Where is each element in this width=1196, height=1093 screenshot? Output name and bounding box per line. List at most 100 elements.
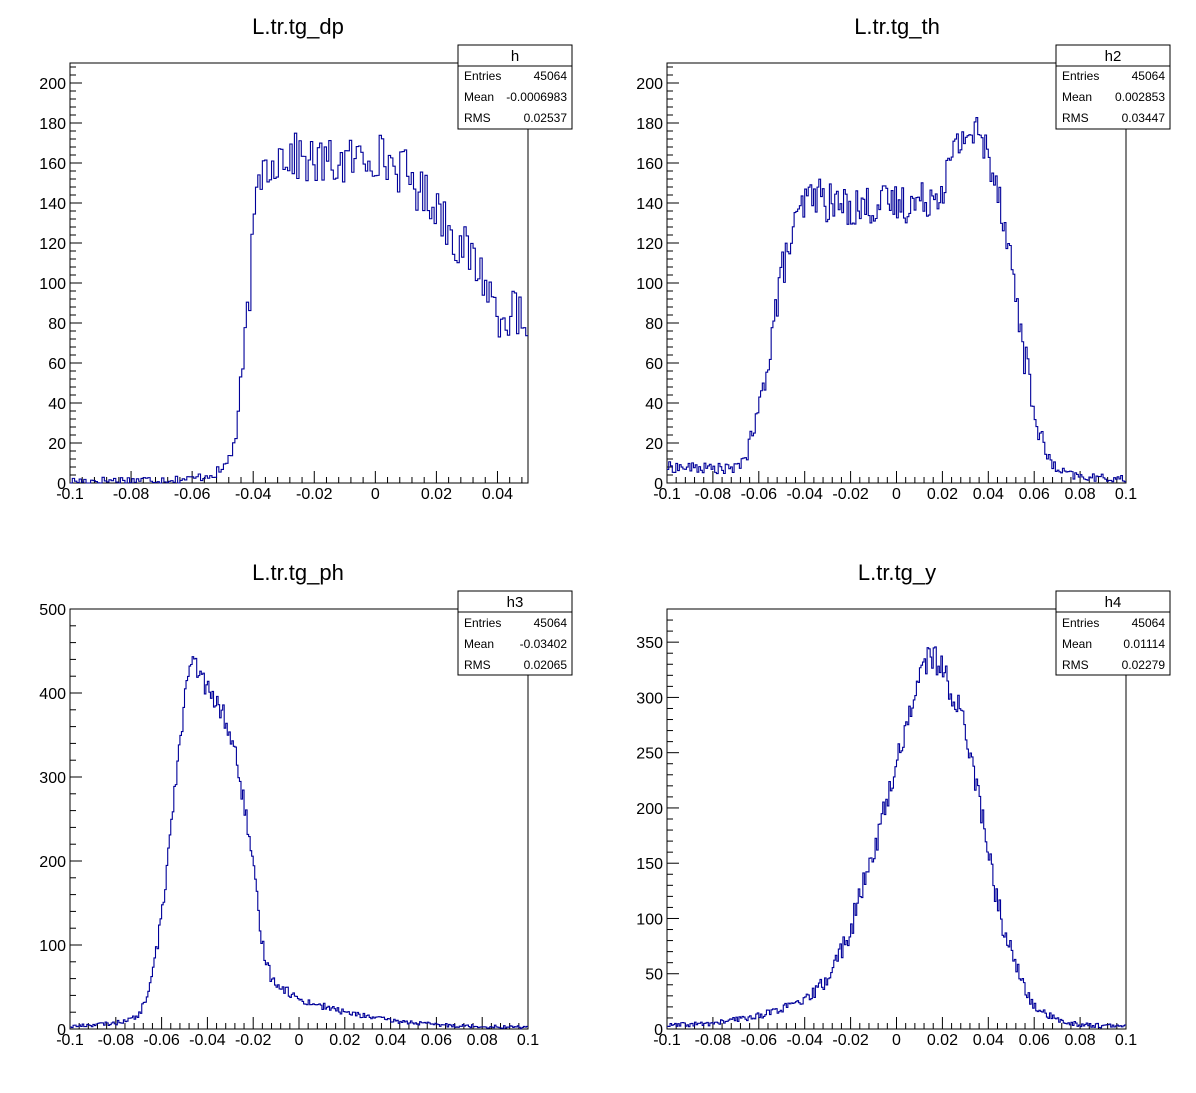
y-tick-label: 20 [48,436,66,453]
y-tick-label: 200 [636,801,663,818]
x-tick-label: 0 [892,1032,901,1049]
y-tick-label: 200 [39,854,66,871]
y-tick-label: 40 [645,396,663,413]
x-tick-label: 0.08 [1065,1032,1096,1049]
x-tick-label: 0 [892,486,901,503]
y-tick-label: 80 [645,316,663,333]
y-tick-label: 300 [39,770,66,787]
y-axis: 0 20 40 60 80 100 120 140 160 180 200 [39,66,82,493]
histogram-panel-tg-dp: L.tr.tg_dp 0 20 40 60 80 100 120 140 160 180 200 -… [39,14,573,503]
stats-mean-value: 0.002853 [1115,90,1165,104]
x-axis: -0.1 -0.08 -0.06 -0.04 -0.02 0 0.02 0.04 0.06 0.0… [653,1017,1137,1049]
chart-title: L.tr.tg_th [854,14,940,39]
y-tick-label: 50 [645,967,663,984]
stats-entries-value: 45064 [1132,616,1166,630]
x-tick-label: -0.08 [113,486,150,503]
y-tick-label: 140 [39,196,66,213]
x-tick-label: 0.06 [1019,1032,1050,1049]
y-tick-label: 60 [48,356,66,373]
stats-mean-label: Mean [464,90,494,104]
chart-title: L.tr.tg_ph [252,560,344,585]
x-tick-label: 0.02 [927,1032,958,1049]
stats-rms-label: RMS [1062,111,1089,125]
stats-entries-label: Entries [1062,616,1099,630]
stats-rms-value: 0.03447 [1122,111,1166,125]
stats-entries-label: Entries [464,69,501,83]
stats-entries-label: Entries [464,616,501,630]
x-tick-label: 0 [295,1032,304,1049]
y-tick-label: 100 [636,911,663,928]
y-axis: 0 100 200 300 400 500 [39,602,82,1039]
x-axis: -0.1 -0.08 -0.06 -0.04 -0.02 0 0.02 0.04 0.06 0.0… [653,471,1137,503]
x-tick-label: 0.06 [1019,486,1050,503]
stats-entries-value: 45064 [1132,69,1166,83]
x-tick-label: -0.1 [653,1032,681,1049]
histogram-line [667,117,1126,483]
stats-name: h [511,48,519,65]
chart-title: L.tr.tg_y [858,560,936,585]
x-tick-label: 0.1 [517,1032,539,1049]
histogram-panel-tg-th: L.tr.tg_th 0 20 40 60 80 100 120 140 160 180 200 -… [636,14,1171,503]
x-axis: -0.1 -0.08 -0.06 -0.04 -0.02 0 0.02 0.04 [56,471,523,503]
histogram-line [667,646,1126,1029]
x-axis: -0.1 -0.08 -0.06 -0.04 -0.02 0 0.02 0.04 0.06 0.0… [56,1017,539,1049]
y-tick-label: 160 [39,156,66,173]
y-tick-label: 180 [39,116,66,133]
y-axis: 0 50 100 150 200 250 300 350 [636,608,679,1039]
stats-rms-label: RMS [464,111,491,125]
y-tick-label: 100 [39,938,66,955]
chart-title: L.tr.tg_dp [252,14,344,39]
x-tick-label: -0.02 [832,1032,869,1049]
x-tick-label: 0.08 [467,1032,498,1049]
y-tick-label: 100 [636,276,663,293]
x-tick-label: 0.06 [421,1032,452,1049]
y-tick-label: 350 [636,635,663,652]
x-tick-label: -0.08 [98,1032,135,1049]
y-tick-label: 300 [636,690,663,707]
y-tick-label: 140 [636,196,663,213]
y-tick-label: 400 [39,686,66,703]
x-tick-label: 0.08 [1065,486,1096,503]
y-tick-label: 0 [57,1022,66,1039]
stats-rms-label: RMS [464,658,491,672]
y-axis: 0 20 40 60 80 100 120 140 160 180 200 [636,66,679,493]
y-tick-label: 20 [645,436,663,453]
x-tick-label: -0.04 [235,486,272,503]
stats-mean-label: Mean [464,637,494,651]
x-tick-label: 0.02 [421,486,452,503]
y-tick-label: 180 [636,116,663,133]
y-tick-label: 150 [636,856,663,873]
y-tick-label: 250 [636,746,663,763]
x-tick-label: -0.04 [786,486,823,503]
stats-rms-label: RMS [1062,658,1089,672]
y-tick-label: 0 [654,1022,663,1039]
y-tick-label: 120 [636,236,663,253]
x-tick-label: -0.1 [56,486,84,503]
stats-mean-value: -0.0006983 [506,90,567,104]
stats-box: h Entries 45064 Mean -0.0006983 RMS 0.02… [457,44,573,130]
y-tick-label: 120 [39,236,66,253]
stats-rms-value: 0.02065 [524,658,568,672]
x-tick-label: -0.02 [235,1032,272,1049]
y-tick-label: 0 [654,476,663,493]
x-tick-label: -0.06 [143,1032,180,1049]
stats-box: h4 Entries 45064 Mean 0.01114 RMS 0.0227… [1055,590,1171,676]
x-tick-label: -0.02 [296,486,333,503]
stats-entries-label: Entries [1062,69,1099,83]
y-tick-label: 80 [48,316,66,333]
x-tick-label: 0 [371,486,380,503]
stats-rms-value: 0.02537 [524,111,568,125]
x-tick-label: -0.02 [832,486,869,503]
y-tick-label: 200 [39,76,66,93]
stats-box: h3 Entries 45064 Mean -0.03402 RMS 0.020… [457,590,573,676]
histogram-line [70,656,528,1030]
y-tick-label: 100 [39,276,66,293]
stats-rms-value: 0.02279 [1122,658,1166,672]
x-tick-label: 0.04 [482,486,513,503]
stats-mean-label: Mean [1062,637,1092,651]
y-tick-label: 0 [57,476,66,493]
y-tick-label: 200 [636,76,663,93]
stats-mean-label: Mean [1062,90,1092,104]
